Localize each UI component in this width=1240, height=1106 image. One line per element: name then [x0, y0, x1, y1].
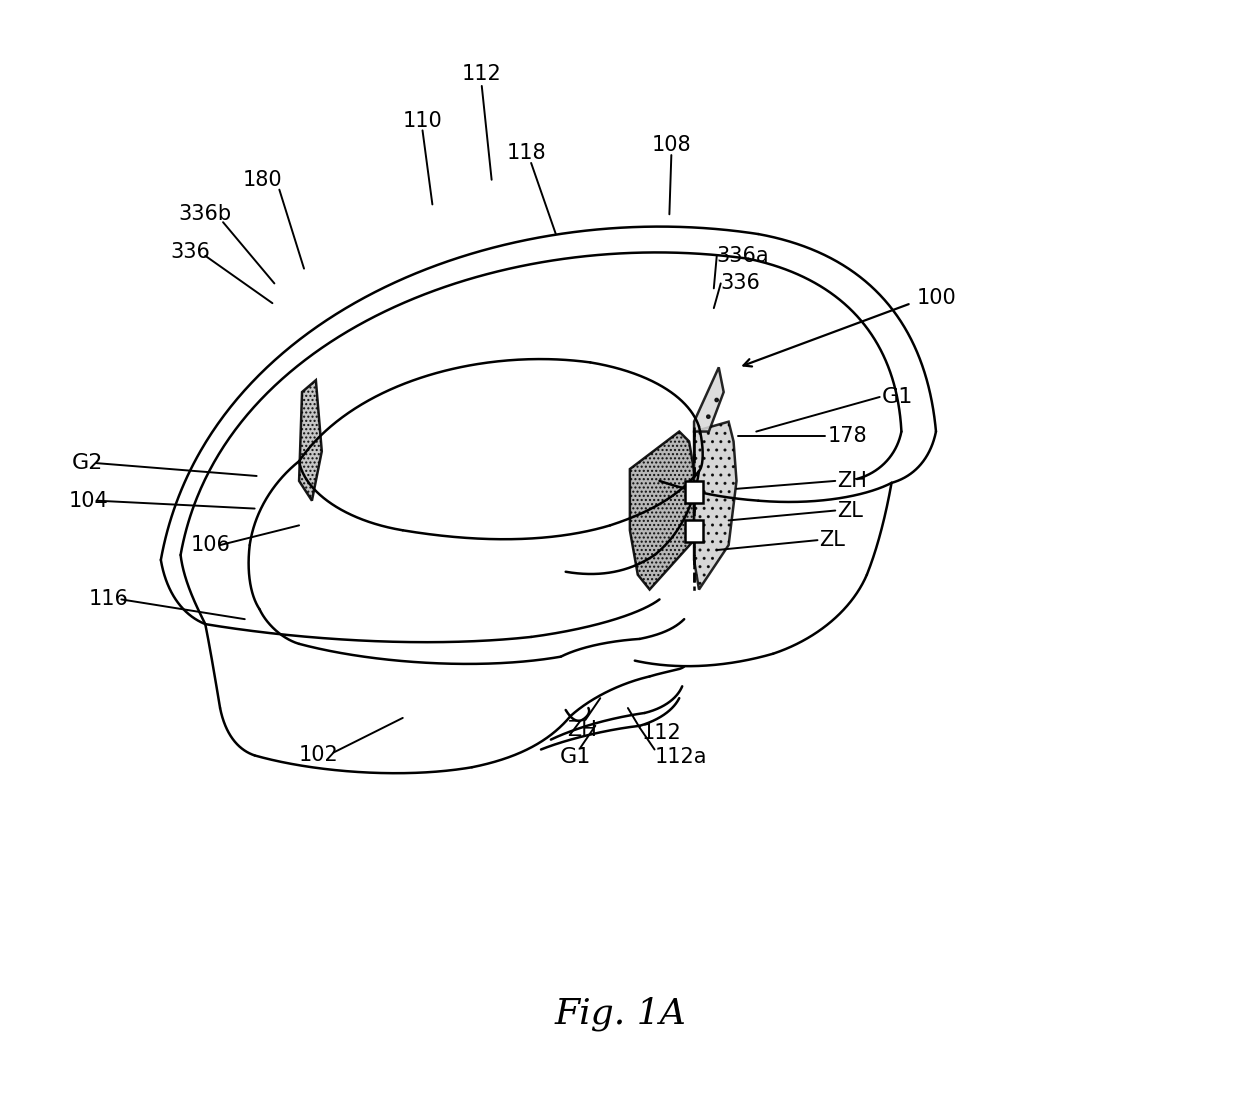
- Text: 102: 102: [299, 745, 339, 765]
- Text: ZL: ZL: [820, 530, 846, 550]
- Text: 336: 336: [720, 273, 760, 293]
- Text: Fig. 1A: Fig. 1A: [554, 997, 686, 1032]
- Bar: [686, 521, 703, 542]
- Polygon shape: [299, 380, 322, 501]
- Text: 112: 112: [642, 722, 682, 743]
- Text: 336b: 336b: [179, 205, 232, 225]
- Polygon shape: [694, 421, 737, 589]
- Text: ZH: ZH: [837, 471, 867, 491]
- Bar: [686, 481, 703, 502]
- Polygon shape: [694, 367, 724, 431]
- Text: 104: 104: [69, 491, 109, 511]
- Text: G1: G1: [560, 748, 591, 768]
- Text: 106: 106: [191, 535, 231, 555]
- Text: 116: 116: [89, 589, 129, 609]
- Polygon shape: [630, 431, 694, 589]
- Text: 178: 178: [827, 427, 867, 447]
- Text: 112: 112: [461, 64, 502, 84]
- Text: ZL: ZL: [837, 501, 863, 521]
- Text: G1: G1: [882, 387, 913, 407]
- Text: ZH: ZH: [568, 720, 598, 740]
- Text: 110: 110: [403, 111, 443, 131]
- Text: 112a: 112a: [655, 748, 707, 768]
- Text: 100: 100: [916, 289, 956, 309]
- Text: 118: 118: [506, 143, 546, 163]
- Text: 336: 336: [171, 242, 211, 262]
- Text: 336a: 336a: [717, 246, 769, 265]
- Text: G2: G2: [72, 453, 103, 473]
- Text: 108: 108: [651, 135, 691, 155]
- Text: 180: 180: [243, 169, 283, 190]
